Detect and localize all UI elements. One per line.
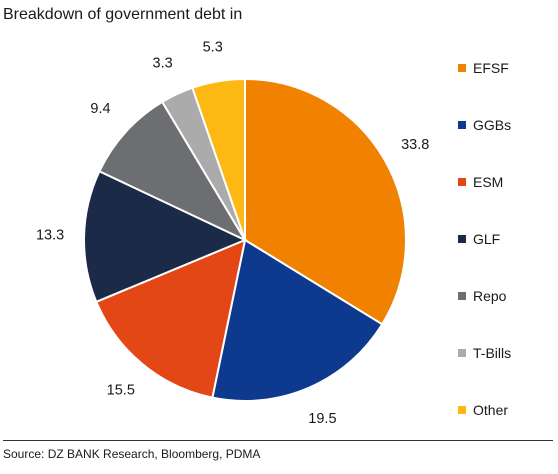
- data-label-efsf: 33.8: [401, 137, 429, 153]
- legend-label-glf: GLF: [473, 231, 501, 247]
- legend-label-efsf: EFSF: [473, 60, 509, 76]
- legend-swatch-repo: [458, 292, 466, 300]
- pie-slice-ggbs: [211, 238, 384, 402]
- pie-slice-repo: [98, 100, 248, 243]
- data-label-glf: 13.3: [36, 227, 64, 243]
- pie-slice-esm: [95, 238, 247, 399]
- legend-swatch-glf: [458, 235, 466, 243]
- legend-label-esm: ESM: [473, 174, 504, 190]
- legend-swatch-efsf: [458, 64, 466, 72]
- data-label-other: 5.3: [203, 40, 223, 56]
- legend-swatch-other: [458, 406, 466, 414]
- source-note: Source: DZ BANK Research, Bloomberg, PDM…: [3, 447, 261, 461]
- legend-label-t-bills: T-Bills: [473, 345, 512, 361]
- data-label-ggbs: 19.5: [308, 411, 336, 427]
- pie-slice-glf: [83, 169, 248, 304]
- pie-slice-other: [191, 77, 246, 241]
- legend-label-repo: Repo: [473, 288, 507, 304]
- legend-label-other: Other: [473, 402, 509, 418]
- legend-swatch-ggbs: [458, 121, 466, 129]
- legend-label-ggbs: GGBs: [473, 117, 512, 133]
- data-label-esm: 15.5: [107, 382, 135, 398]
- pie-slice-efsf: [244, 77, 407, 326]
- legend-swatch-t-bills: [458, 349, 466, 357]
- legend-swatch-esm: [458, 178, 466, 186]
- data-label-repo: 9.4: [90, 101, 110, 117]
- source-divider: [3, 440, 553, 441]
- chart-title: Breakdown of government debt in: [3, 6, 243, 23]
- data-label-t-bills: 3.3: [153, 55, 173, 71]
